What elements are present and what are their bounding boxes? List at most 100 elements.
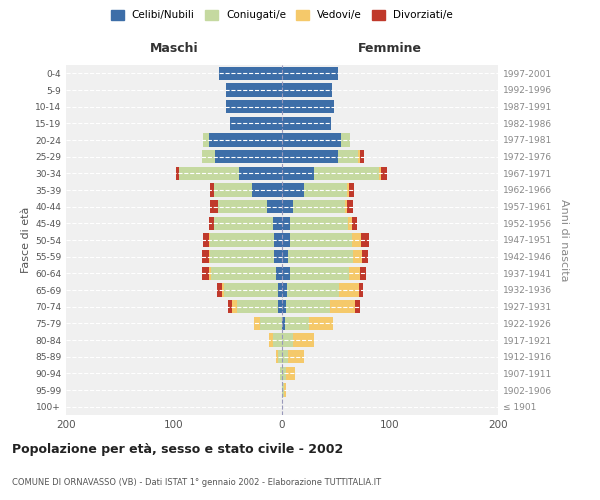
Bar	[290, 266, 349, 280]
Bar	[275, 266, 282, 280]
Text: COMUNE DI ORNAVASSO (VB) - Dati ISTAT 1° gennaio 2002 - Elaborazione TUTTITALIA.: COMUNE DI ORNAVASSO (VB) - Dati ISTAT 1°…	[12, 478, 381, 487]
Bar	[209, 266, 211, 280]
Bar	[347, 184, 349, 196]
Bar	[382, 166, 387, 180]
Bar	[314, 166, 379, 180]
Bar	[209, 234, 274, 246]
Bar	[226, 100, 282, 114]
Bar	[239, 166, 282, 180]
Bar	[224, 284, 278, 296]
Bar	[360, 150, 364, 164]
Bar	[228, 300, 232, 314]
Bar	[282, 66, 338, 80]
Bar	[274, 234, 282, 246]
Bar	[282, 184, 304, 196]
Bar	[362, 250, 368, 264]
Bar	[269, 334, 274, 346]
Bar	[236, 300, 278, 314]
Bar	[286, 366, 295, 380]
Bar	[214, 216, 274, 230]
Bar	[209, 184, 214, 196]
Bar	[282, 166, 314, 180]
Bar	[293, 334, 314, 346]
Bar	[347, 200, 353, 213]
Bar	[278, 350, 282, 364]
Text: Femmine: Femmine	[358, 42, 422, 55]
Bar	[282, 250, 289, 264]
Bar	[286, 300, 329, 314]
Bar	[176, 166, 179, 180]
Bar	[282, 84, 332, 96]
Bar	[282, 334, 293, 346]
Bar	[203, 134, 209, 146]
Bar	[278, 284, 282, 296]
Bar	[209, 250, 274, 264]
Bar	[260, 316, 282, 330]
Bar	[355, 300, 360, 314]
Bar	[209, 134, 282, 146]
Bar	[282, 366, 286, 380]
Bar	[202, 266, 209, 280]
Bar	[211, 266, 275, 280]
Bar	[349, 184, 355, 196]
Bar	[278, 300, 282, 314]
Bar	[282, 384, 284, 396]
Bar	[274, 334, 282, 346]
Bar	[282, 150, 338, 164]
Bar	[220, 66, 282, 80]
Bar	[352, 234, 361, 246]
Y-axis label: Fasce di età: Fasce di età	[21, 207, 31, 273]
Bar	[285, 316, 309, 330]
Bar	[289, 350, 304, 364]
Bar	[209, 216, 214, 230]
Bar	[304, 184, 347, 196]
Bar	[282, 300, 286, 314]
Bar	[221, 284, 224, 296]
Bar	[290, 216, 348, 230]
Bar	[282, 134, 341, 146]
Bar	[282, 266, 290, 280]
Bar	[360, 266, 366, 280]
Bar	[280, 366, 282, 380]
Bar	[215, 150, 282, 164]
Bar	[339, 284, 359, 296]
Bar	[282, 350, 289, 364]
Bar	[282, 200, 293, 213]
Bar	[202, 150, 215, 164]
Bar	[282, 316, 285, 330]
Bar	[353, 250, 362, 264]
Bar	[358, 150, 360, 164]
Bar	[218, 200, 267, 213]
Bar	[293, 200, 344, 213]
Bar	[309, 316, 333, 330]
Bar	[348, 216, 352, 230]
Text: Maschi: Maschi	[149, 42, 199, 55]
Bar	[217, 284, 221, 296]
Bar	[290, 234, 352, 246]
Bar	[267, 200, 282, 213]
Bar	[289, 250, 353, 264]
Bar	[202, 250, 209, 264]
Bar	[214, 184, 252, 196]
Bar	[275, 350, 278, 364]
Bar	[338, 150, 358, 164]
Legend: Celibi/Nubili, Coniugati/e, Vedovi/e, Divorziati/e: Celibi/Nubili, Coniugati/e, Vedovi/e, Di…	[111, 10, 453, 20]
Bar	[232, 300, 236, 314]
Bar	[209, 200, 218, 213]
Bar	[284, 384, 286, 396]
Bar	[287, 284, 339, 296]
Bar	[203, 234, 209, 246]
Bar	[341, 134, 350, 146]
Bar	[254, 316, 260, 330]
Bar	[329, 300, 355, 314]
Text: Popolazione per età, sesso e stato civile - 2002: Popolazione per età, sesso e stato civil…	[12, 442, 343, 456]
Bar	[274, 250, 282, 264]
Bar	[252, 184, 282, 196]
Bar	[282, 284, 287, 296]
Bar	[349, 266, 360, 280]
Bar	[282, 234, 290, 246]
Bar	[361, 234, 370, 246]
Bar	[344, 200, 347, 213]
Bar	[282, 116, 331, 130]
Bar	[282, 216, 290, 230]
